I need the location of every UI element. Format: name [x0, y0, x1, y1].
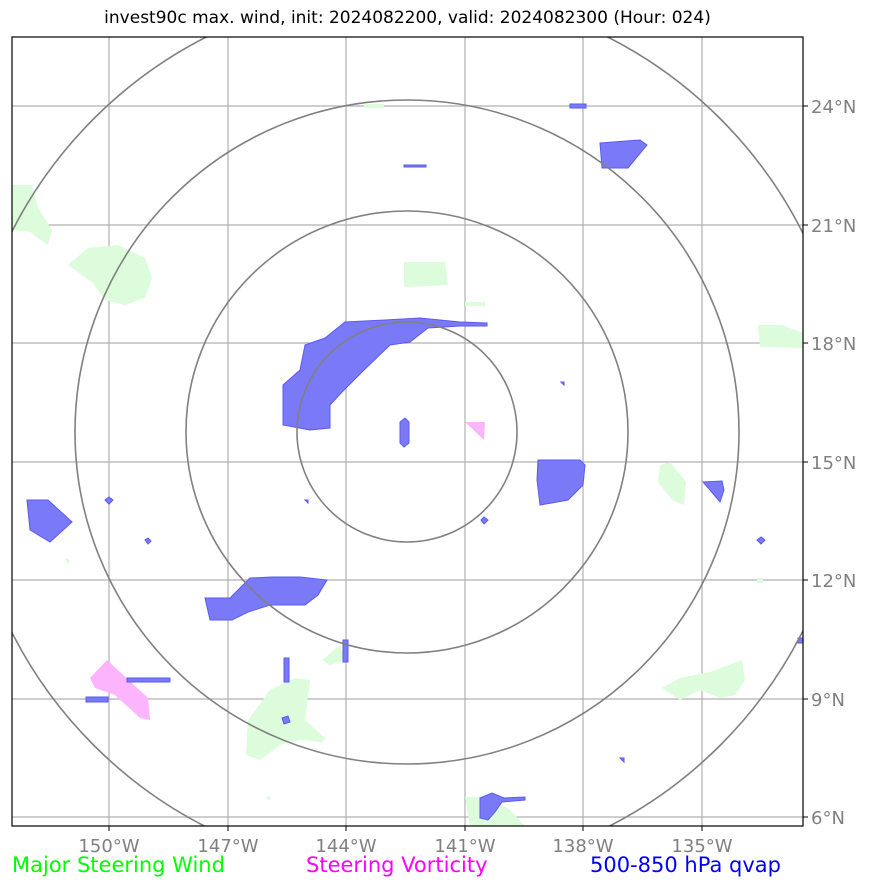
map-title: invest90c max. wind, init: 2024082200, v…	[104, 8, 711, 28]
lat-label: 15°N	[811, 453, 856, 474]
lon-label: 150°W	[78, 836, 139, 857]
lat-label: 12°N	[811, 571, 856, 592]
legend-qvap: 500-850 hPa qvap	[590, 853, 781, 877]
lon-label: 135°W	[671, 836, 732, 857]
lat-label: 24°N	[811, 97, 856, 118]
lat-label: 18°N	[811, 334, 856, 355]
latitude-labels: 24°N 21°N 18°N 15°N 12°N 9°N 6°N	[811, 97, 856, 829]
qvap-areas	[26, 103, 803, 821]
legend-steering-wind: Major Steering Wind	[12, 853, 225, 877]
legend-steering-vorticity: Steering Vorticity	[306, 853, 488, 877]
range-rings	[12, 37, 803, 826]
lat-label: 9°N	[811, 690, 845, 711]
lon-label: 147°W	[197, 836, 258, 857]
lon-label: 141°W	[434, 836, 495, 857]
lon-label: 138°W	[552, 836, 613, 857]
steering-vorticity-areas	[90, 422, 485, 720]
steering-wind-areas	[12, 104, 803, 826]
longitude-labels: 150°W 147°W 144°W 141°W 138°W 135°W	[78, 836, 732, 857]
lat-label: 21°N	[811, 216, 856, 237]
lon-label: 144°W	[315, 836, 376, 857]
map-frame	[11, 36, 804, 827]
lat-label: 6°N	[811, 808, 845, 829]
